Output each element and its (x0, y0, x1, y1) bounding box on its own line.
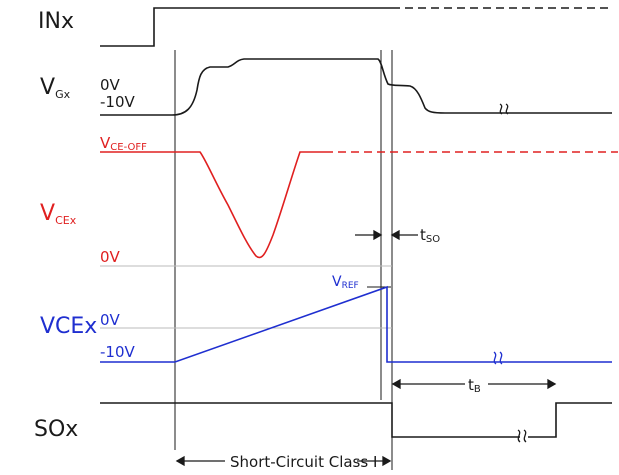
short-circuit-label: Short-Circuit Class I (230, 453, 377, 471)
sox-label: SOx (34, 417, 78, 442)
inx-label: INx (38, 9, 74, 34)
sox-break-mark (517, 429, 527, 443)
tb-label: tB (468, 376, 481, 395)
vgx-waveform (100, 58, 498, 116)
vce-off-label: VCE-OFF (100, 134, 147, 153)
sox-waveform-tail (528, 402, 612, 438)
vgx-label: VGx (40, 75, 71, 101)
blue-0v-label: 0V (100, 311, 121, 329)
vgx-0v-label: 0V (100, 76, 121, 94)
blue-minus10v-label: -10V (100, 343, 135, 361)
vcex-blue-waveform (100, 285, 498, 363)
vcex-0v-label: 0V (100, 248, 121, 266)
reference-lines (174, 50, 393, 470)
inx-waveform (100, 7, 392, 47)
vcex-blue-label: VCEx (40, 314, 97, 339)
tso-label: tSO (420, 226, 440, 245)
vgx-minus10v-label: -10V (100, 93, 135, 111)
tso-arrows (355, 229, 418, 241)
sox-waveform (100, 402, 520, 438)
tb-arrows (391, 378, 557, 390)
vcex-waveform (100, 151, 325, 259)
vcex-label: VCEx (40, 201, 77, 227)
vref-label: VREF (332, 274, 359, 291)
vcex-blue-break-mark (493, 351, 503, 365)
short-circuit-arrows (175, 455, 392, 467)
vgx-break-mark (499, 103, 509, 115)
